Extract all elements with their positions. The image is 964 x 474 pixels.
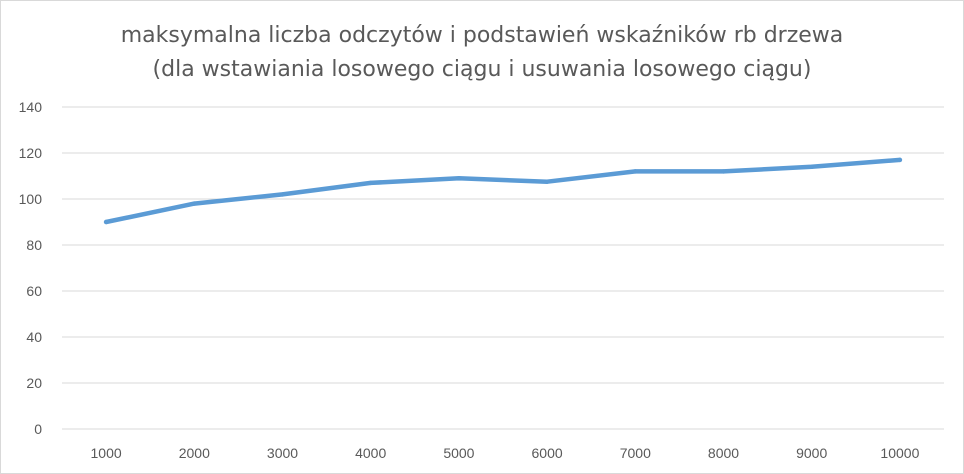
series-layer xyxy=(103,157,903,225)
x-tick-label: 5000 xyxy=(443,445,474,461)
y-tick-label: 60 xyxy=(26,283,42,299)
chart-title-line1: maksymalna liczba odczytów i podstawień … xyxy=(120,23,844,48)
x-axis: 1000 2000 3000 4000 5000 6000 7000 8000 9000 1000… xyxy=(91,445,920,461)
y-tick-label: 120 xyxy=(19,145,43,161)
data-point xyxy=(103,219,109,225)
data-point xyxy=(280,192,285,197)
x-tick-label: 4000 xyxy=(355,445,386,461)
y-tick-label: 40 xyxy=(26,329,42,345)
series-line xyxy=(103,157,903,225)
y-tick-label: 100 xyxy=(19,191,43,207)
x-tick-label: 9000 xyxy=(796,445,827,461)
gridlines xyxy=(62,106,944,430)
x-tick-label: 7000 xyxy=(620,445,651,461)
y-tick-label: 20 xyxy=(26,375,42,391)
x-tick-label: 8000 xyxy=(708,445,739,461)
data-point xyxy=(721,169,726,174)
data-point xyxy=(544,179,550,184)
data-point xyxy=(897,157,903,163)
data-point xyxy=(809,164,814,169)
data-point xyxy=(633,169,638,174)
x-tick-label: 10000 xyxy=(880,445,919,461)
y-axis: 0 20 40 60 80 100 120 140 xyxy=(19,99,43,437)
y-tick-label: 80 xyxy=(26,237,42,253)
data-point xyxy=(456,176,462,181)
x-tick-label: 3000 xyxy=(267,445,298,461)
chart-subtitle: (dla wstawiania losowego ciągu i usuwani… xyxy=(152,57,812,82)
data-point xyxy=(368,180,373,186)
x-tick-label: 2000 xyxy=(179,445,210,461)
data-point xyxy=(192,201,197,206)
x-tick-label: 6000 xyxy=(532,445,563,461)
x-tick-label: 1000 xyxy=(91,445,122,461)
y-tick-label: 140 xyxy=(19,99,43,115)
chart-title: maksymalna liczba odczytów i podstawień … xyxy=(1,19,963,87)
y-tick-label: 0 xyxy=(34,421,42,437)
